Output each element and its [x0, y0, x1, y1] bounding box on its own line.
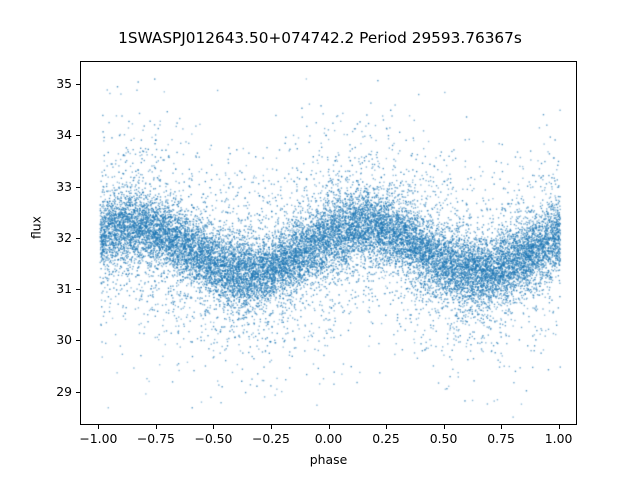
y-tick-label: 35	[56, 76, 72, 92]
x-tick-label: 0.50	[429, 431, 458, 446]
x-tick-mark	[443, 425, 445, 429]
x-tick-mark	[328, 425, 330, 429]
x-tick-mark	[213, 425, 215, 429]
y-tick-mark	[76, 391, 80, 393]
x-axis-label: phase	[309, 452, 348, 467]
y-tick-label: 33	[56, 178, 72, 194]
y-axis-label: flux	[28, 216, 44, 239]
x-tick-label: 0.00	[314, 431, 343, 446]
y-tick-mark	[76, 237, 80, 239]
x-tick-label: −1.00	[79, 431, 118, 446]
x-tick-label: −0.75	[136, 431, 175, 446]
x-tick-mark	[386, 425, 388, 429]
x-tick-mark	[270, 425, 272, 429]
y-tick-mark	[76, 340, 80, 342]
plot-axes-area	[80, 61, 577, 425]
x-tick-label: 0.75	[487, 431, 515, 446]
x-tick-label: −0.25	[251, 431, 290, 446]
x-tick-label: 1.00	[544, 431, 573, 446]
x-tick-mark	[558, 425, 560, 429]
y-tick-mark	[76, 186, 80, 188]
x-tick-label: −0.50	[194, 431, 233, 446]
y-tick-label: 29	[56, 383, 72, 399]
x-tick-mark	[155, 425, 157, 429]
x-tick-mark	[501, 425, 503, 429]
y-tick-label: 32	[56, 229, 72, 245]
y-tick-mark	[76, 135, 80, 137]
y-tick-label: 30	[56, 332, 72, 348]
y-tick-label: 31	[56, 281, 72, 297]
y-tick-mark	[76, 289, 80, 291]
y-tick-mark	[76, 84, 80, 86]
x-tick-label: 0.25	[372, 431, 400, 446]
scatter-plot-points	[81, 62, 576, 424]
y-tick-label: 34	[56, 127, 72, 143]
x-tick-mark	[98, 425, 100, 429]
plot-title: 1SWASPJ012643.50+074742.2 Period 29593.7…	[118, 29, 522, 47]
